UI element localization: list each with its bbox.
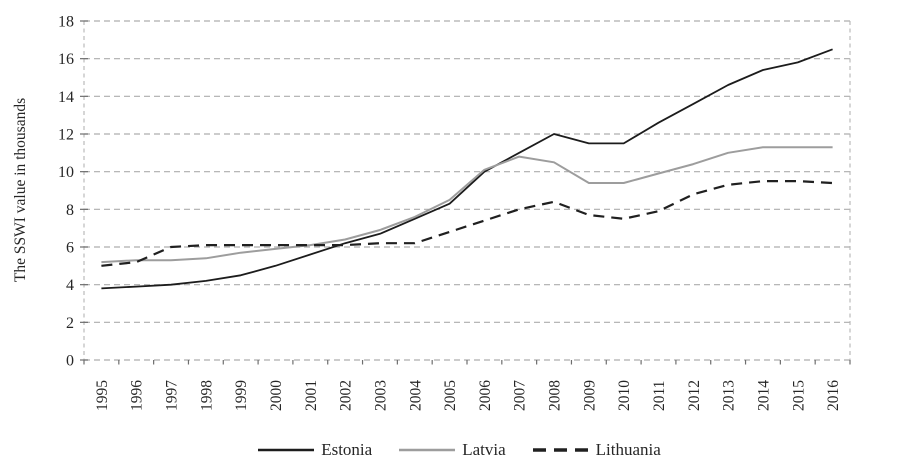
y-tick-label-8: 8: [66, 202, 74, 219]
estonia-line-sample: [258, 448, 315, 452]
x-tick-label-1995: 1995: [94, 380, 111, 411]
legend-item-lithuania: Lithuania: [532, 440, 661, 460]
axes-layer: [80, 20, 851, 365]
y-tick-label-16: 16: [58, 51, 74, 68]
y-tick-label-18: 18: [58, 14, 74, 31]
x-tick-label-2013: 2013: [721, 380, 738, 411]
x-tick-label-2007: 2007: [512, 380, 529, 411]
chart-canvas: 0 2 4 6 8 10 12 14 16 18 1995 1996 1997 1998 1999 2000 2…: [12, 14, 851, 412]
x-tick-label-2015: 2015: [790, 380, 807, 411]
x-tick-label-1996: 1996: [129, 380, 146, 411]
y-tick-label-2: 2: [66, 315, 74, 332]
x-tick-label-2005: 2005: [442, 380, 459, 411]
legend-label-lithuania: Lithuania: [595, 440, 661, 459]
x-tick-label-2004: 2004: [407, 380, 424, 411]
x-tick-label-2000: 2000: [268, 380, 285, 411]
y-tick-label-12: 12: [58, 127, 74, 144]
gridlines-layer: [84, 20, 850, 361]
x-tick-label-2003: 2003: [372, 380, 389, 411]
x-tick-label-2011: 2011: [651, 381, 668, 411]
legend-item-estonia: Estonia: [257, 440, 372, 460]
legend-label-latvia: Latvia: [462, 440, 506, 459]
x-tick-label-2008: 2008: [547, 380, 564, 411]
lithuania-line-sample: [532, 448, 589, 452]
series-line-estonia: [101, 48, 833, 290]
x-tick-label-1997: 1997: [164, 380, 181, 411]
x-tick-label-1998: 1998: [198, 380, 215, 411]
x-tick-label-2014: 2014: [755, 380, 772, 411]
y-tick-label-14: 14: [58, 89, 74, 106]
x-tick-label-2010: 2010: [616, 380, 633, 411]
series-line-lithuania: [101, 180, 833, 267]
x-tick-label-2012: 2012: [686, 380, 703, 411]
y-tick-label-10: 10: [58, 164, 74, 181]
legend-label-estonia: Estonia: [321, 440, 373, 459]
y-axis-title: The SSWI value in thousands: [12, 98, 29, 282]
latvia-line-sample: [399, 448, 456, 452]
x-tick-label-2009: 2009: [581, 380, 598, 411]
y-tick-label-4: 4: [66, 277, 74, 294]
legend-item-latvia: Latvia: [398, 440, 506, 460]
y-tick-label-6: 6: [66, 240, 74, 257]
y-tick-label-0: 0: [66, 353, 74, 370]
series-line-latvia: [101, 146, 833, 264]
x-tick-label-2001: 2001: [303, 380, 320, 411]
x-tick-label-2016: 2016: [825, 380, 842, 411]
x-tick-label-2006: 2006: [477, 380, 494, 411]
x-tick-label-2002: 2002: [338, 380, 355, 411]
axis-labels-layer: 0 2 4 6 8 10 12 14 16 18 1995 1996 1997 1998 1999 2000 2…: [58, 14, 842, 412]
series-lines-layer: [101, 48, 833, 290]
x-tick-label-1999: 1999: [233, 380, 250, 411]
legend: Estonia Latvia Lithuania: [0, 436, 900, 464]
